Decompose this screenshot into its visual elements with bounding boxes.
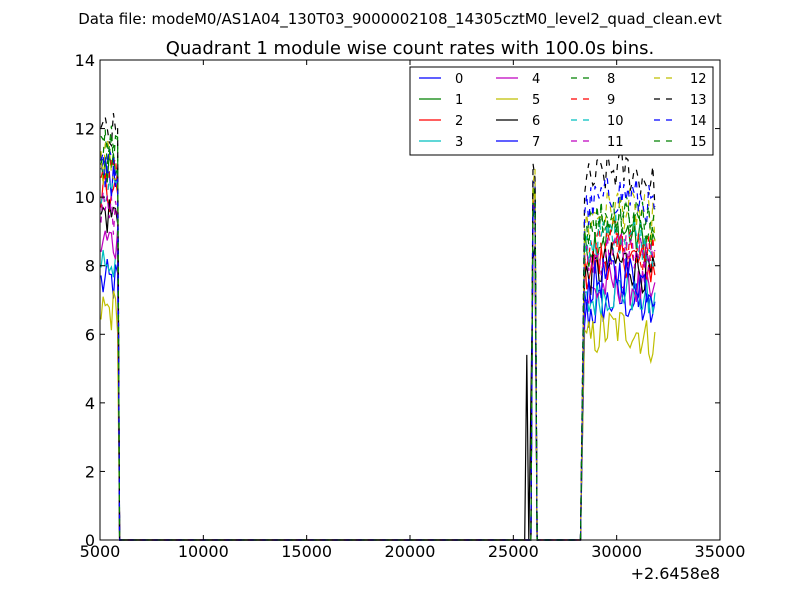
plot-lines: [100, 113, 656, 541]
legend-label-6: 6: [532, 114, 540, 129]
legend-label-4: 4: [532, 72, 540, 87]
legend-label-8: 8: [607, 72, 615, 87]
legend-label-2: 2: [455, 114, 463, 129]
series-line-0: [100, 179, 656, 541]
series-line-4: [100, 219, 656, 541]
y-tick-label: 12: [75, 120, 95, 139]
legend-label-9: 9: [607, 93, 615, 108]
legend-label-15: 15: [690, 135, 707, 150]
chart-title: Quadrant 1 module wise count rates with …: [166, 38, 655, 59]
legend-label-11: 11: [607, 135, 624, 150]
y-tick-label: 10: [75, 188, 95, 207]
legend-label-10: 10: [607, 114, 624, 129]
legend-label-14: 14: [690, 114, 707, 129]
legend-label-7: 7: [532, 135, 540, 150]
series-line-5: [100, 189, 656, 541]
series-line-3: [100, 208, 656, 541]
series-line-15: [100, 135, 656, 541]
series-line-9: [100, 158, 656, 541]
legend-label-12: 12: [690, 72, 707, 87]
legend-label-3: 3: [455, 135, 463, 150]
legend-label-0: 0: [455, 72, 463, 87]
chart-suptitle: Data file: modeM0/AS1A04_130T03_90000021…: [78, 10, 722, 29]
series-line-7: [100, 156, 656, 541]
series-line-13: [100, 113, 656, 541]
series-line-8: [100, 125, 656, 541]
series-line-1: [100, 153, 656, 541]
series-line-14: [100, 148, 656, 541]
x-axis: 5000 10000 15000 20000 25000 30000 35000: [80, 60, 746, 561]
series-line-10: [100, 176, 656, 541]
x-tick-label: 5000: [80, 542, 121, 561]
y-tick-label: 6: [85, 325, 95, 344]
legend-label-13: 13: [690, 93, 707, 108]
series-line-2: [100, 173, 656, 541]
legend-label-1: 1: [455, 93, 463, 108]
series-line-11: [100, 191, 656, 541]
x-tick-label: 35000: [695, 542, 746, 561]
x-tick-label: 10000: [178, 542, 229, 561]
y-tick-label: 14: [75, 51, 95, 70]
series-line-12: [100, 136, 656, 541]
y-tick-label: 4: [85, 394, 95, 413]
x-tick-label: 15000: [281, 542, 332, 561]
legend-label-5: 5: [532, 93, 540, 108]
x-offset-label: +2.6458e8: [631, 564, 720, 583]
x-tick-label: 30000: [591, 542, 642, 561]
series-line-6: [100, 199, 656, 541]
x-tick-label: 20000: [385, 542, 436, 561]
y-tick-label: 0: [85, 531, 95, 550]
y-tick-label: 2: [85, 462, 95, 481]
x-tick-label: 25000: [488, 542, 539, 561]
legend-box: [409, 66, 714, 156]
y-tick-label: 8: [85, 257, 95, 276]
